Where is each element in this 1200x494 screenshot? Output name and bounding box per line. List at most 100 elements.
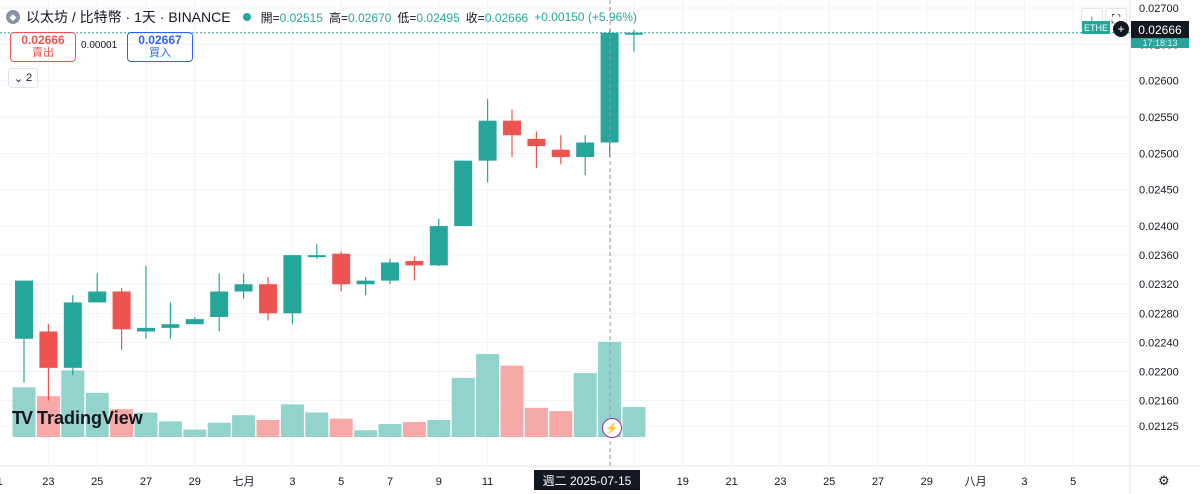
- volume-bar: [36, 396, 60, 437]
- time-tick-label: 1: [0, 476, 3, 488]
- ohlc-low: 低=0.02495: [397, 10, 460, 25]
- time-tick-label: 七月: [233, 475, 255, 488]
- symbol-title[interactable]: 以太坊 / 比特幣 · 1天 · BINANCE: [26, 9, 231, 25]
- volume-bar: [232, 415, 256, 437]
- time-tick-label: 5: [1070, 476, 1076, 488]
- candle-body: [88, 291, 107, 303]
- chart-header: ◆ 以太坊 / 比特幣 · 1天 · BINANCE 開=0.02515 高=0…: [6, 6, 637, 28]
- buy-price: 0.02667: [138, 33, 182, 47]
- volume-bar: [207, 422, 231, 437]
- volume-bar: [573, 373, 597, 437]
- lightning-icon[interactable]: ⚡: [602, 418, 622, 438]
- price-axis[interactable]: 0.027000.026500.026000.025500.025000.024…: [1139, 3, 1179, 433]
- crosshair-date-label: 週二 2025-07-15: [534, 470, 640, 490]
- price-tick-label: 0.02500: [1139, 148, 1179, 160]
- volume-bar: [622, 407, 646, 437]
- volume-bar: [549, 411, 573, 437]
- buy-label: 買入: [149, 47, 171, 59]
- last-price-label: 0.02666: [1131, 21, 1189, 38]
- candle-body: [234, 284, 253, 292]
- spread-value: 0.00001: [81, 40, 118, 51]
- volume-bar: [256, 420, 280, 437]
- price-tick-label: 0.02550: [1139, 112, 1179, 124]
- sell-label: 賣出: [32, 47, 54, 59]
- volume-bar: [61, 370, 85, 437]
- price-tick-label: 0.02450: [1139, 185, 1179, 197]
- time-tick-label: 9: [436, 476, 442, 488]
- candle-body: [185, 319, 204, 325]
- time-tick-label: 23: [774, 476, 786, 488]
- candle-body: [381, 262, 399, 281]
- candle-body: [210, 291, 229, 317]
- chart-overlay: [0, 0, 1130, 466]
- volume-bars: [12, 341, 646, 437]
- download-icon: ↓: [1089, 12, 1095, 26]
- volume-bar: [402, 422, 426, 437]
- watermark-text: TradingView: [37, 408, 143, 428]
- price-tick-label: 0.02400: [1139, 221, 1179, 233]
- sell-price: 0.02666: [21, 33, 65, 47]
- time-tick-label: 27: [140, 476, 152, 488]
- candle-body: [625, 32, 643, 35]
- ohlc-high: 高=0.02670: [328, 10, 392, 25]
- candles: [15, 29, 643, 401]
- price-change: +0.00150 (+5.96%): [534, 10, 637, 24]
- candle-body: [454, 160, 473, 227]
- volume-bar: [158, 421, 182, 437]
- volume-bar: [476, 354, 500, 437]
- candle-body: [307, 255, 326, 258]
- price-tick-label: 0.02360: [1139, 250, 1179, 262]
- time-tick-label: 3: [1021, 476, 1027, 488]
- candle-body: [283, 255, 302, 314]
- volume-bar: [134, 412, 158, 437]
- ethereum-coin-icon: ◆: [6, 10, 20, 24]
- volume-bar: [500, 365, 524, 437]
- candle-body: [161, 324, 180, 328]
- candle-body: [478, 120, 497, 161]
- time-tick-label: 27: [872, 476, 884, 488]
- time-tick-label: 5: [338, 476, 344, 488]
- volume-bar: [305, 412, 329, 437]
- volume-bar: [451, 377, 475, 437]
- volume-bar: [110, 409, 134, 437]
- volume-bar: [524, 407, 548, 437]
- buy-button[interactable]: 0.02667 買入: [127, 32, 193, 62]
- price-tick-label: 0.02600: [1139, 76, 1179, 88]
- chevron-down-icon: ⌄: [13, 72, 24, 85]
- price-tick-label: 0.02160: [1139, 396, 1179, 408]
- tradingview-logo-icon: TV: [12, 408, 33, 428]
- time-tick-label: 21: [725, 476, 737, 488]
- ohlc-open: 開=0.02515: [260, 10, 323, 25]
- time-axis[interactable]: 123252729七月35791117192123252729八月35: [0, 475, 1076, 488]
- time-tick-label: 23: [42, 476, 54, 488]
- candle-body: [429, 226, 448, 266]
- time-tick-label: 19: [677, 476, 689, 488]
- plus-icon[interactable]: +: [1113, 21, 1129, 37]
- time-tick-label: 25: [91, 476, 103, 488]
- volume-bar: [12, 387, 36, 437]
- price-tick-label: 0.02240: [1139, 337, 1179, 349]
- time-tick-label: 八月: [965, 476, 987, 488]
- volume-bar: [427, 420, 451, 437]
- tradingview-logo: TV TradingView: [12, 408, 143, 429]
- gear-icon[interactable]: ⚙: [1158, 473, 1170, 488]
- volume-bar: [329, 418, 353, 437]
- sell-button[interactable]: 0.02666 賣出: [10, 32, 76, 62]
- symbol-tag: ETHE: [1082, 21, 1110, 34]
- indicators-toggle-button[interactable]: ⌄ 2: [8, 68, 38, 88]
- candle-body: [576, 142, 595, 158]
- candle-body: [39, 331, 58, 368]
- candle-body: [527, 138, 546, 147]
- volume-bar: [85, 392, 109, 437]
- fullscreen-icon: ⛶: [1111, 11, 1121, 26]
- time-tick-label: 29: [921, 476, 933, 488]
- candle-body: [259, 284, 277, 314]
- candle-body: [356, 280, 375, 285]
- price-tick-label: 0.02280: [1139, 308, 1179, 320]
- time-tick-label: 3: [289, 476, 295, 488]
- candle-body: [112, 291, 131, 330]
- price-tick-label: 0.02125: [1139, 421, 1179, 433]
- volume-bar: [280, 404, 304, 437]
- volume-bar: [378, 424, 402, 437]
